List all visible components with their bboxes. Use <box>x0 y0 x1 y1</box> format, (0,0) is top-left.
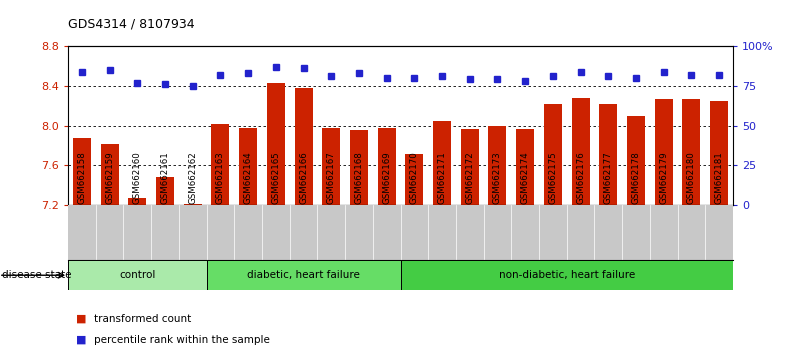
Bar <box>461 129 479 205</box>
Bar <box>156 177 174 205</box>
Text: GDS4314 / 8107934: GDS4314 / 8107934 <box>68 18 195 31</box>
Bar <box>267 83 285 205</box>
Text: diabetic, heart failure: diabetic, heart failure <box>247 270 360 280</box>
Bar <box>433 121 451 205</box>
Bar <box>128 198 147 205</box>
Bar <box>654 99 673 205</box>
Bar <box>73 138 91 205</box>
Bar <box>516 129 534 205</box>
Bar <box>489 126 506 205</box>
Bar <box>211 124 229 205</box>
Text: transformed count: transformed count <box>94 314 191 324</box>
Bar <box>405 154 424 205</box>
Text: non-diabetic, heart failure: non-diabetic, heart failure <box>498 270 635 280</box>
Bar <box>239 128 257 205</box>
Bar <box>101 144 119 205</box>
Bar <box>183 204 202 205</box>
Bar <box>400 260 733 290</box>
Bar <box>544 104 562 205</box>
Text: disease state: disease state <box>2 270 72 280</box>
Bar <box>350 130 368 205</box>
Bar <box>682 99 700 205</box>
Bar <box>68 260 207 290</box>
Text: ■: ■ <box>76 335 87 345</box>
Text: control: control <box>119 270 155 280</box>
Text: percentile rank within the sample: percentile rank within the sample <box>94 335 270 345</box>
Bar <box>295 88 312 205</box>
Bar <box>322 128 340 205</box>
Bar <box>572 98 590 205</box>
Bar <box>377 128 396 205</box>
Bar <box>599 104 618 205</box>
Bar <box>207 260 400 290</box>
Bar <box>627 116 645 205</box>
Text: ■: ■ <box>76 314 87 324</box>
Bar <box>710 101 728 205</box>
